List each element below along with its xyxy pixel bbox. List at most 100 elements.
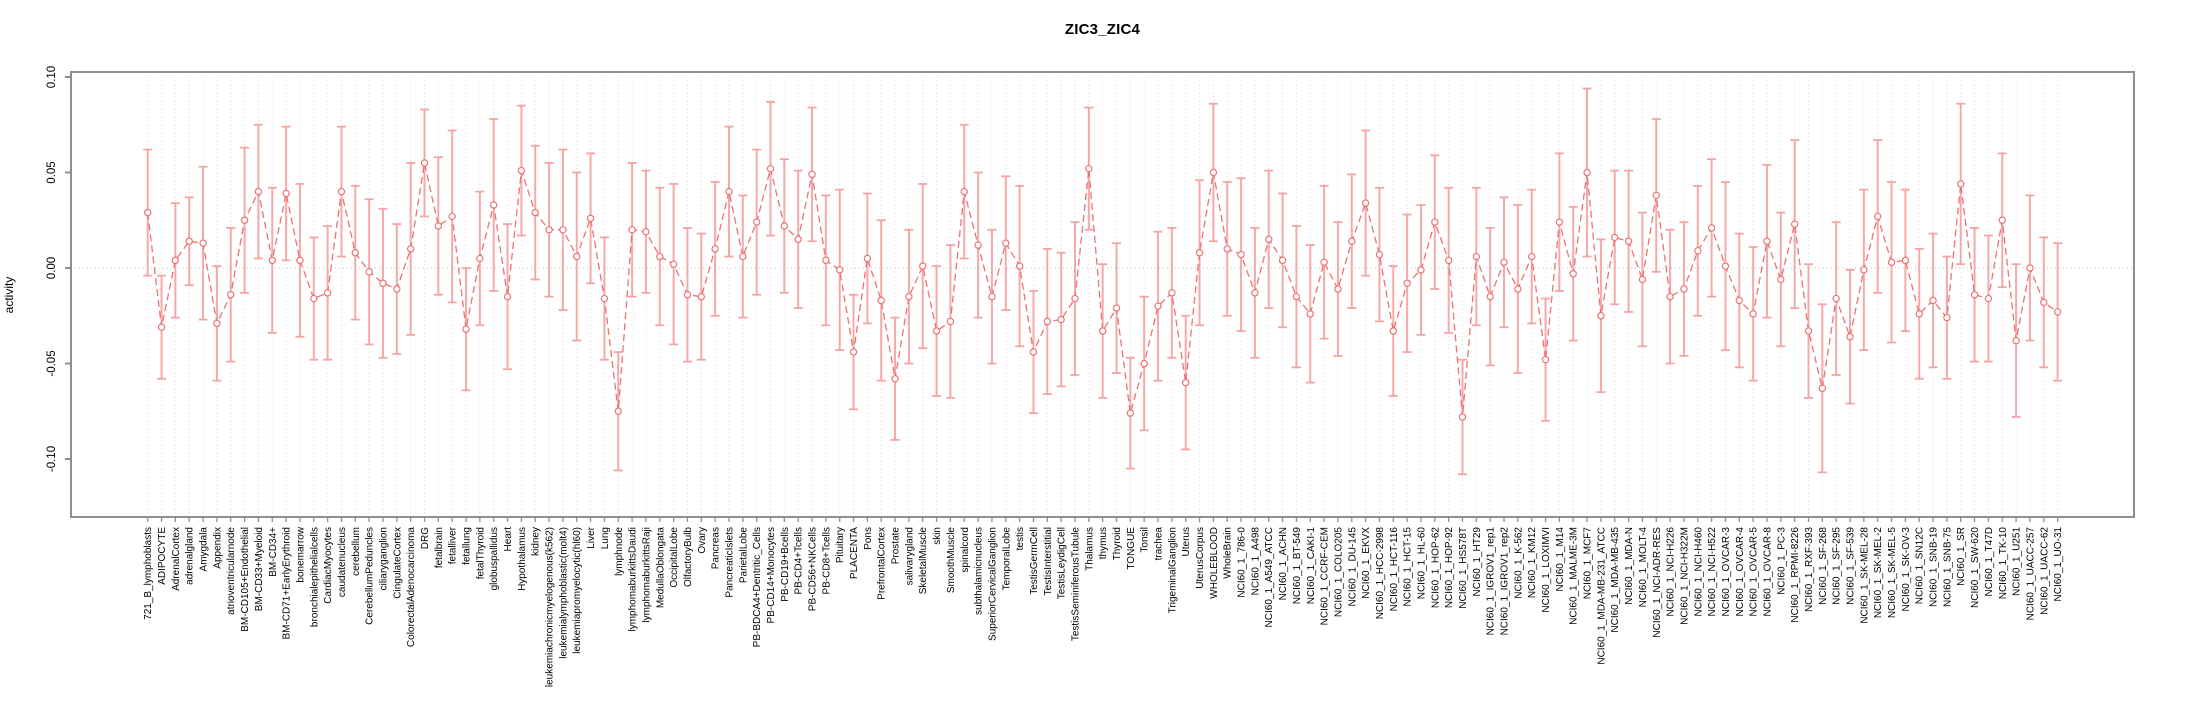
x-tick-label: NCI60_1_MCF7 bbox=[1583, 527, 1594, 600]
data-point bbox=[1915, 310, 1923, 318]
data-point bbox=[1541, 355, 1550, 364]
data-point bbox=[600, 294, 609, 303]
x-tick-label: NCI60_1_HT29 bbox=[1472, 527, 1483, 597]
data-point bbox=[1209, 168, 1218, 177]
x-tick-label: NCI60_1_HCT-15 bbox=[1403, 527, 1414, 607]
data-point bbox=[1057, 315, 1065, 324]
x-tick-label: PB-CD4+Tcells bbox=[794, 527, 805, 595]
data-point bbox=[240, 216, 249, 224]
x-tick-label: NCI60_1_HS578T bbox=[1458, 527, 1469, 609]
x-tick-label: NCI60_1_786-0 bbox=[1237, 527, 1248, 598]
data-point bbox=[1154, 302, 1162, 310]
x-tick-label: ColorectalAdenocarcinoma bbox=[406, 527, 417, 648]
x-tick-label: leukemiachronicmyelogenous(k562) bbox=[545, 527, 556, 687]
x-tick-label: NCI60_1_KM12 bbox=[1527, 527, 1538, 599]
x-tick-label: PancreaticIslets bbox=[724, 527, 735, 598]
data-point bbox=[1334, 285, 1342, 293]
data-point bbox=[849, 348, 858, 356]
data-point bbox=[1168, 289, 1176, 297]
data-point bbox=[877, 296, 885, 305]
data-point bbox=[1569, 270, 1577, 278]
chart-title: ZIC3_ZIC4 bbox=[1064, 21, 1141, 38]
data-point bbox=[545, 226, 553, 234]
data-point bbox=[517, 166, 526, 175]
x-tick-label: NCI60_1_NCI-H226 bbox=[1666, 527, 1677, 617]
data-point bbox=[642, 228, 650, 236]
x-tick-label: NCI60_1_SK-MEL-28 bbox=[1859, 527, 1870, 624]
data-point bbox=[614, 407, 622, 415]
x-tick-label: Amygdala bbox=[199, 527, 210, 572]
x-tick-label: BM-CD34+ bbox=[268, 527, 279, 577]
data-point bbox=[1126, 409, 1135, 417]
data-point bbox=[1666, 292, 1674, 301]
x-tick-label: Prostate bbox=[891, 527, 902, 565]
x-tick-label: leukemialymphoblastic(molt4) bbox=[558, 527, 569, 659]
data-point bbox=[2040, 298, 2048, 307]
x-tick-label: DRG bbox=[420, 527, 431, 549]
x-tick-label: atrioventricularnode bbox=[226, 527, 237, 615]
data-point bbox=[420, 159, 429, 167]
data-point bbox=[711, 245, 719, 253]
x-tick-label: Appendix bbox=[212, 527, 223, 569]
data-point bbox=[213, 319, 221, 328]
data-point bbox=[836, 266, 844, 274]
x-tick-label: NCI60_1_T47D bbox=[1984, 527, 1995, 596]
data-point bbox=[1444, 256, 1453, 265]
data-point bbox=[1458, 413, 1467, 421]
data-point bbox=[1832, 294, 1840, 303]
x-tick-label: fetalbrain bbox=[434, 527, 445, 568]
x-tick-label: PB-CD56+NKCells bbox=[808, 527, 819, 611]
data-point bbox=[143, 208, 152, 217]
data-point bbox=[351, 249, 359, 257]
data-point bbox=[863, 254, 872, 263]
x-tick-label: Pituitary bbox=[835, 527, 846, 563]
x-tick-label: PB-BDCA4+Dentritic_Cells bbox=[752, 527, 763, 647]
data-point bbox=[919, 262, 927, 270]
data-point bbox=[1680, 285, 1688, 293]
x-tick-label: CerebellumPeduncles bbox=[365, 527, 376, 625]
x-tick-label: NCI60_1_EKVX bbox=[1361, 527, 1372, 599]
data-point bbox=[1763, 237, 1771, 245]
x-tick-label: Uterus bbox=[1181, 527, 1192, 556]
x-tick-label: NCI60_1_HOP-62 bbox=[1430, 527, 1441, 609]
x-tick-label: NCI60_1_OVCAR-4 bbox=[1735, 527, 1746, 617]
data-point bbox=[1361, 199, 1370, 207]
data-point bbox=[1278, 256, 1287, 265]
data-point bbox=[1306, 310, 1314, 318]
x-tick-label: NCI60_1_HCT-116 bbox=[1389, 527, 1400, 612]
data-point bbox=[905, 292, 913, 301]
x-tick-label: NCI60_1_SF-295 bbox=[1832, 527, 1843, 605]
x-tick-label: NCI60_1_RXF-393 bbox=[1804, 527, 1815, 612]
data-point bbox=[1417, 266, 1425, 274]
data-point bbox=[1555, 218, 1564, 226]
x-tick-label: lymphomaburkittsRaji bbox=[641, 527, 652, 623]
x-tick-label: NCI60_1_MALME-3M bbox=[1569, 527, 1580, 625]
x-tick-label: TestisSeminiferousTubule bbox=[1070, 527, 1081, 642]
x-tick-label: NCI60_1_HOP-92 bbox=[1444, 527, 1455, 609]
x-tick-label: kidney bbox=[531, 527, 542, 556]
data-point bbox=[573, 252, 581, 261]
data-point bbox=[1818, 384, 1827, 393]
x-tick-label: NCI60_1_SNB-19 bbox=[1929, 527, 1940, 607]
data-point bbox=[1860, 266, 1868, 274]
data-point bbox=[476, 254, 484, 263]
x-tick-label: ParietalLobe bbox=[738, 527, 749, 584]
x-tick-label: TrigeminalGanglion bbox=[1167, 527, 1178, 613]
data-point bbox=[1251, 289, 1259, 297]
x-tick-label: NCI60_1_IGROV1_rep1 bbox=[1486, 527, 1497, 636]
data-point bbox=[1887, 258, 1896, 266]
data-point bbox=[988, 292, 996, 301]
data-point bbox=[1112, 304, 1121, 312]
x-tick-label: SmoothMuscle bbox=[946, 527, 957, 594]
data-point bbox=[268, 256, 276, 265]
data-point bbox=[310, 294, 318, 303]
data-point bbox=[296, 256, 304, 265]
data-point bbox=[628, 226, 636, 234]
x-tick-label: NCI60_1_UACC-257 bbox=[2025, 527, 2036, 621]
data-point bbox=[1749, 310, 1757, 318]
y-tick-label: -0.10 bbox=[46, 446, 58, 472]
data-point bbox=[434, 222, 443, 230]
x-tick-label: AdrenalCortex bbox=[171, 527, 182, 591]
data-point bbox=[1804, 327, 1813, 335]
x-tick-label: NCI60_1_M14 bbox=[1555, 527, 1566, 592]
